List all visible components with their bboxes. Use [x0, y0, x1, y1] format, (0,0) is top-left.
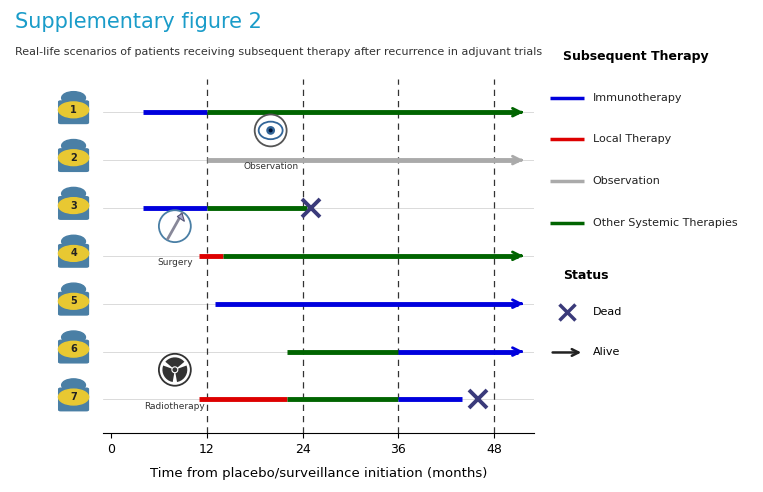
- Ellipse shape: [172, 368, 177, 372]
- Text: Observation: Observation: [243, 162, 298, 172]
- Polygon shape: [166, 357, 185, 368]
- Text: Surgery: Surgery: [157, 258, 193, 267]
- Circle shape: [59, 198, 89, 214]
- Text: Alive: Alive: [593, 347, 620, 358]
- Circle shape: [62, 379, 85, 391]
- Text: 1: 1: [70, 105, 77, 115]
- Circle shape: [59, 102, 89, 118]
- Text: Subsequent Therapy: Subsequent Therapy: [562, 50, 708, 63]
- Text: 5: 5: [70, 296, 77, 307]
- Circle shape: [62, 331, 85, 343]
- FancyBboxPatch shape: [58, 148, 89, 172]
- Text: 3: 3: [70, 201, 77, 211]
- Polygon shape: [163, 366, 174, 382]
- FancyBboxPatch shape: [58, 100, 89, 124]
- Text: Immunotherapy: Immunotherapy: [593, 92, 682, 103]
- Text: 7: 7: [70, 392, 77, 402]
- Text: Other Systemic Therapies: Other Systemic Therapies: [593, 218, 737, 228]
- FancyBboxPatch shape: [58, 339, 89, 364]
- Text: Real-life scenarios of patients receiving subsequent therapy after recurrence in: Real-life scenarios of patients receivin…: [15, 47, 542, 57]
- Text: 4: 4: [70, 248, 77, 258]
- FancyBboxPatch shape: [58, 388, 89, 411]
- Text: Local Therapy: Local Therapy: [593, 134, 671, 145]
- FancyBboxPatch shape: [58, 292, 89, 316]
- Circle shape: [62, 283, 85, 296]
- Circle shape: [59, 341, 89, 357]
- FancyBboxPatch shape: [58, 244, 89, 268]
- Text: 6: 6: [70, 344, 77, 354]
- Text: Observation: Observation: [593, 176, 661, 186]
- Circle shape: [59, 389, 89, 405]
- Circle shape: [62, 235, 85, 247]
- Circle shape: [59, 150, 89, 166]
- Text: Status: Status: [562, 269, 608, 282]
- Polygon shape: [175, 366, 187, 382]
- Circle shape: [62, 187, 85, 200]
- Text: Supplementary figure 2: Supplementary figure 2: [15, 12, 262, 32]
- Circle shape: [59, 293, 89, 309]
- Text: Radiotherapy: Radiotherapy: [144, 402, 205, 411]
- Circle shape: [59, 246, 89, 261]
- Text: 2: 2: [70, 153, 77, 163]
- X-axis label: Time from placebo/surveillance initiation (months): Time from placebo/surveillance initiatio…: [150, 467, 488, 480]
- Polygon shape: [177, 214, 185, 221]
- Circle shape: [62, 140, 85, 152]
- FancyBboxPatch shape: [58, 196, 89, 220]
- Ellipse shape: [269, 128, 272, 132]
- Ellipse shape: [266, 126, 275, 135]
- Circle shape: [62, 92, 85, 104]
- Text: Dead: Dead: [593, 308, 622, 317]
